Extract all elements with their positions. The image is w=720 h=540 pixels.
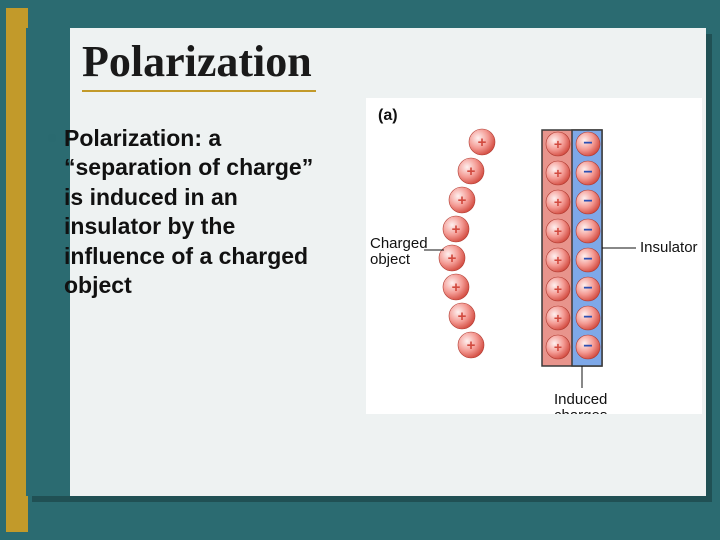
bullet-text: Polarization: a “separation of charge” i… [64,124,338,301]
svg-text:+: + [554,136,562,152]
bullet-row: Polarization: a “separation of charge” i… [48,124,338,301]
svg-text:+: + [554,165,562,181]
svg-text:−: − [583,164,592,181]
svg-text:+: + [478,134,487,151]
svg-text:+: + [458,192,467,209]
svg-text:+: + [452,221,461,238]
accent-bar [6,8,28,532]
svg-text:+: + [467,163,476,180]
svg-text:+: + [467,337,476,354]
polarization-figure: (a) ++++++++ Charged object +−+−+−+−+−+−… [366,98,702,414]
charged-object-label: Charged object [370,235,432,268]
svg-text:−: − [583,193,592,210]
svg-text:+: + [554,194,562,210]
svg-text:−: − [583,280,592,297]
svg-text:+: + [554,310,562,326]
svg-text:+: + [452,279,461,296]
svg-text:−: − [583,309,592,326]
induced-charges-label: Induced charges [554,391,612,414]
slide: Polarization Polarization: a “separation… [0,0,720,540]
insulator-label: Insulator [640,239,698,256]
bullet-dot-icon [48,134,56,142]
svg-text:+: + [554,281,562,297]
svg-text:+: + [554,252,562,268]
title-underline [82,90,316,92]
svg-text:−: − [583,222,592,239]
svg-text:−: − [583,251,592,268]
svg-text:+: + [554,339,562,355]
figure-panel: (a) ++++++++ Charged object +−+−+−+−+−+−… [366,98,702,414]
slide-title: Polarization [82,36,312,87]
svg-text:+: + [554,223,562,239]
charged-object-icon: ++++++++ [439,129,495,358]
figure-part-label: (a) [378,107,398,124]
svg-text:+: + [458,308,467,325]
svg-text:+: + [448,250,457,267]
svg-text:−: − [583,338,592,355]
svg-text:−: − [583,135,592,152]
